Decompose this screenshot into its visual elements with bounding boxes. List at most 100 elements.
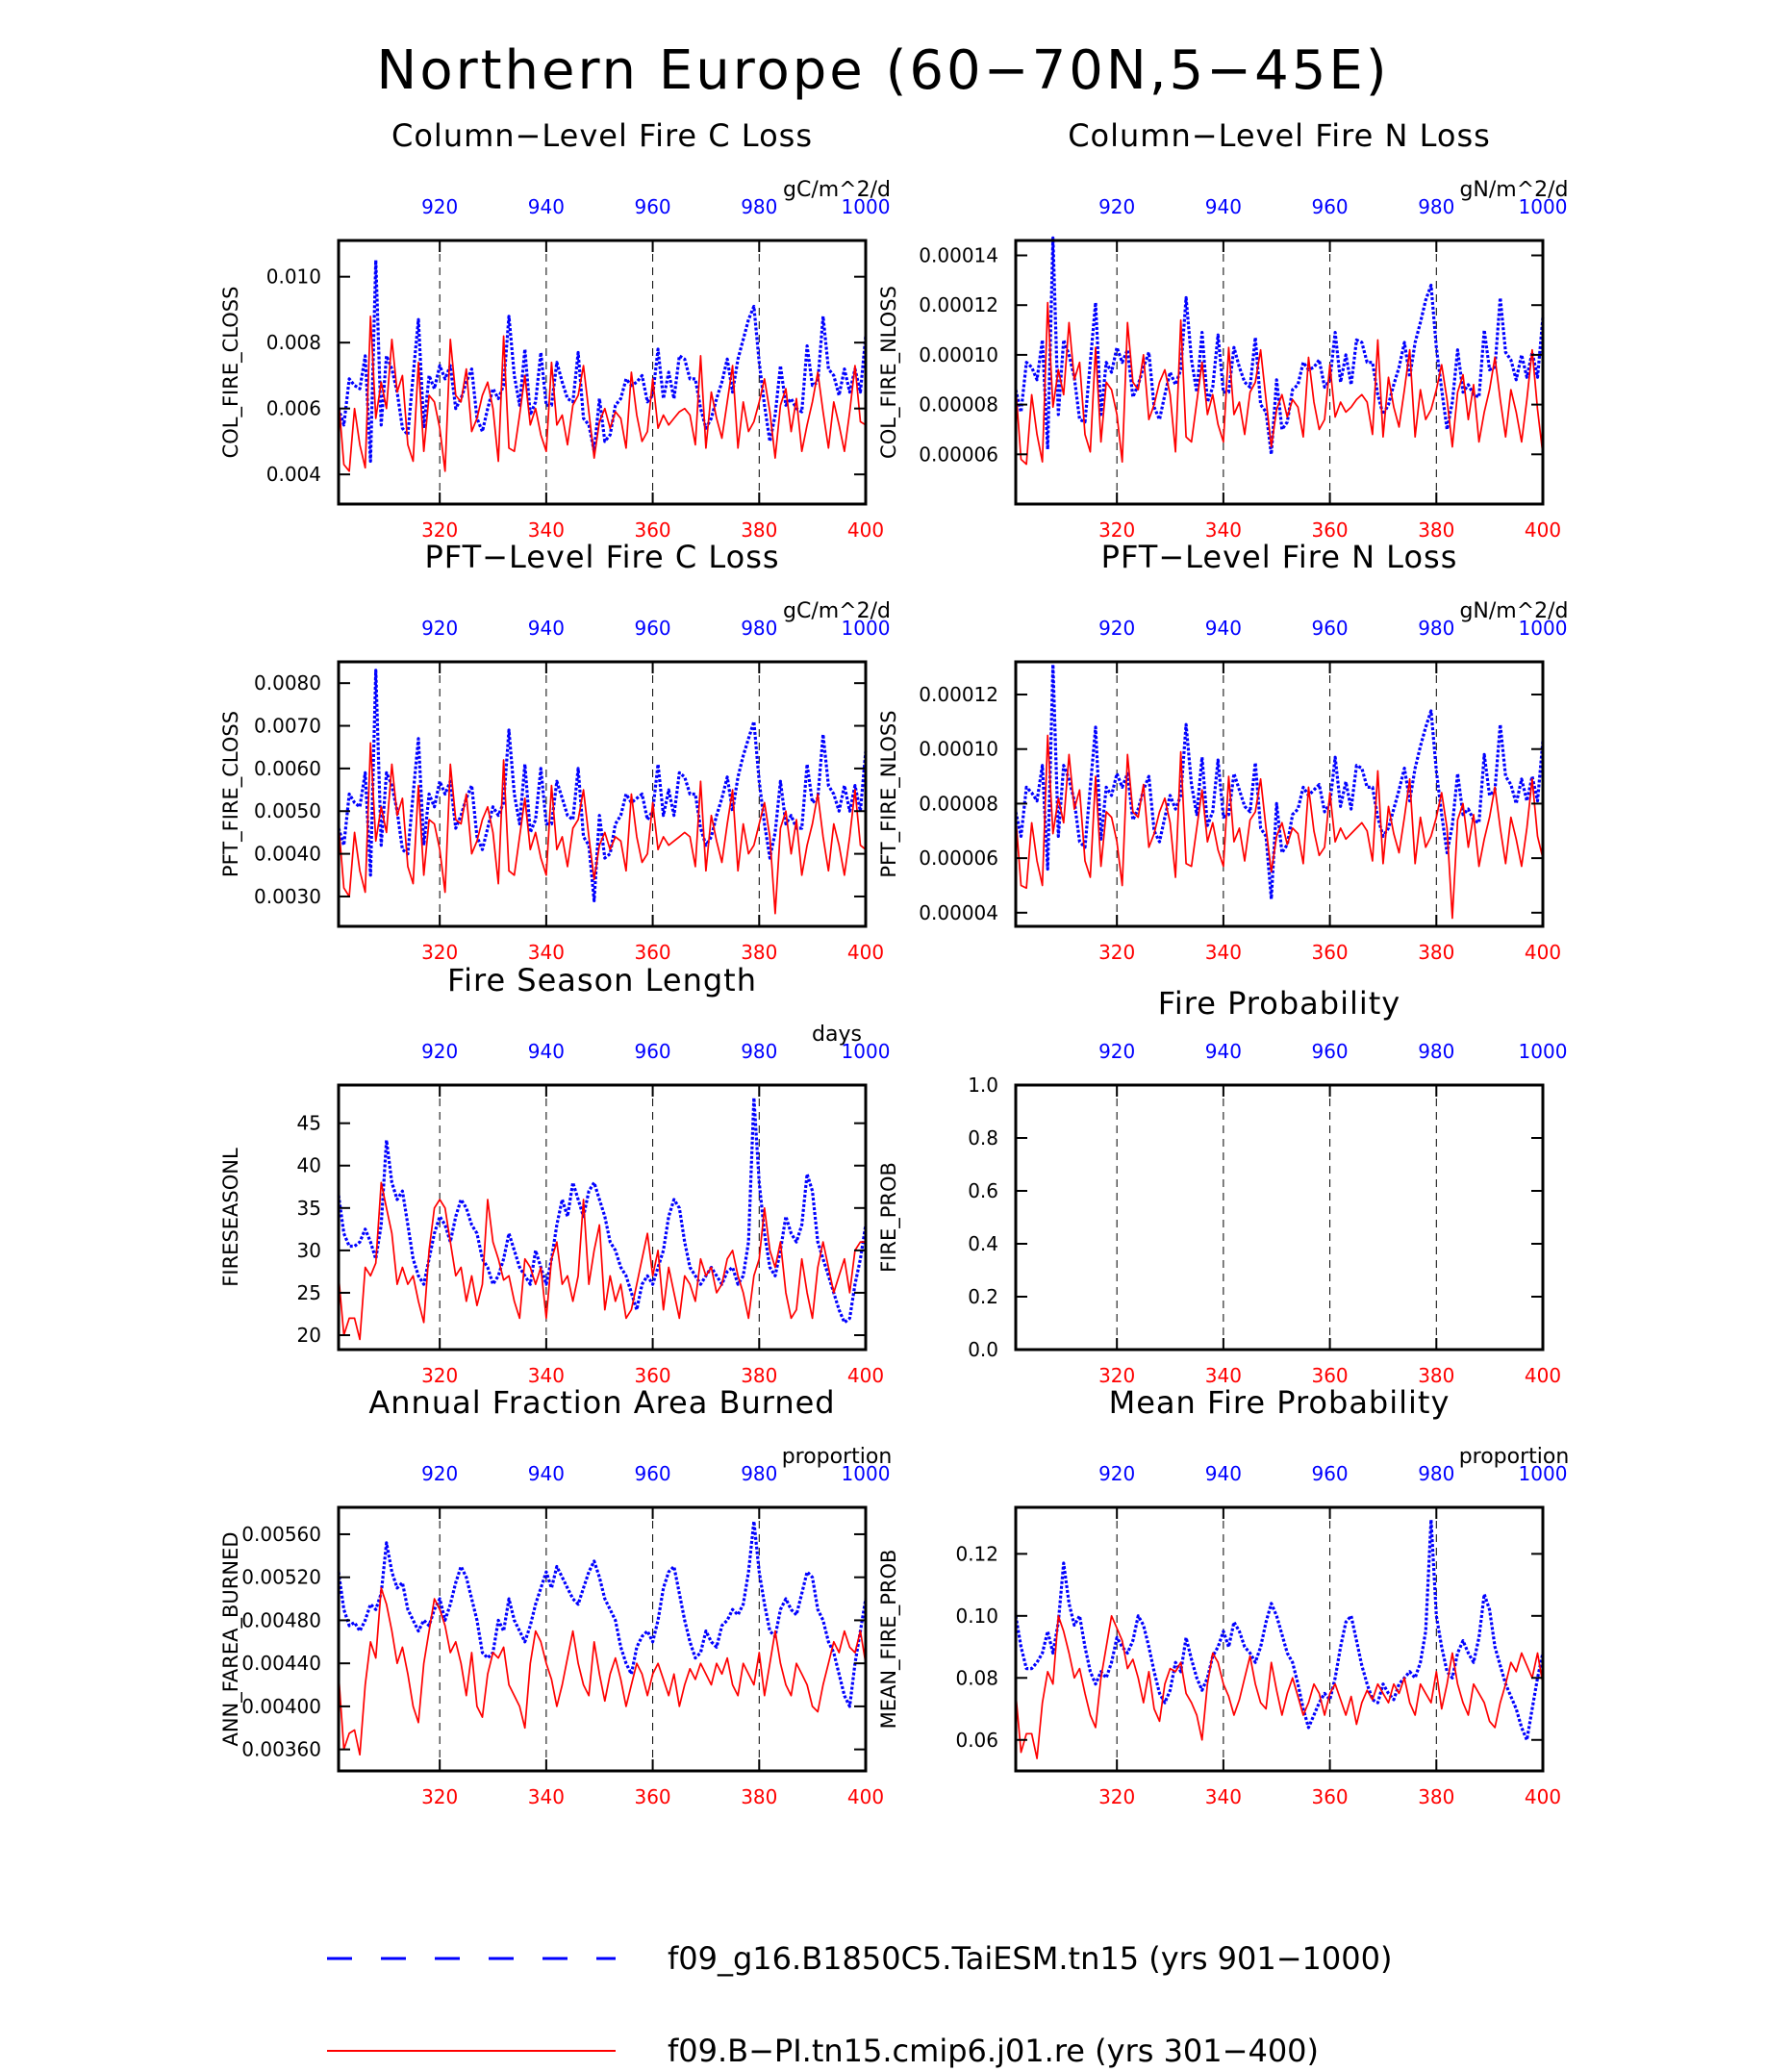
x-top-tick-label: 920 [1098, 195, 1135, 218]
series-line-red [1015, 1614, 1544, 1759]
panel-title: Column−Level Fire C Loss [391, 117, 813, 154]
y-tick-label: 0.8 [968, 1126, 998, 1150]
x-bottom-tick-label: 380 [741, 941, 777, 964]
series-line-red [1015, 301, 1544, 466]
x-bottom-tick-label: 400 [847, 1364, 884, 1387]
panel-title: Column−Level Fire N Loss [1068, 117, 1491, 154]
y-tick-label: 0.2 [968, 1285, 998, 1308]
series-line-red [338, 1587, 867, 1756]
y-tick-label: 0.6 [968, 1179, 998, 1202]
y-tick-label: 0.10 [955, 1605, 998, 1628]
x-bottom-tick-label: 340 [528, 1364, 565, 1387]
x-top-tick-label: 980 [741, 195, 777, 218]
x-bottom-tick-label: 360 [1311, 1364, 1348, 1387]
y-tick-label: 30 [297, 1239, 321, 1262]
panel-units: proportion [782, 1445, 893, 1469]
panel-units: gC/m^2/d [783, 178, 891, 202]
y-tick-label: 0.00480 [241, 1608, 321, 1631]
chart-panel-5: Fire Season Length days 20 25 30 35 40 45 FIRESE… [219, 962, 890, 1387]
series-line-blue [337, 1096, 868, 1325]
x-bottom-tick-label: 340 [1205, 941, 1242, 964]
x-top-tick-label: 960 [634, 1040, 670, 1063]
x-top-tick-label: 920 [1098, 1040, 1135, 1063]
x-top-tick-label: 980 [741, 1040, 777, 1063]
x-top-tick-label: 940 [528, 1462, 565, 1485]
y-tick-label: 1.0 [968, 1074, 998, 1097]
x-bottom-tick-label: 320 [421, 1364, 458, 1387]
x-top-tick-label: 920 [421, 195, 458, 218]
x-top-tick-label: 920 [1098, 617, 1135, 640]
x-bottom-tick-label: 360 [1311, 1785, 1348, 1808]
y-tick-label: 0.0080 [254, 671, 321, 695]
x-bottom-tick-label: 400 [1525, 941, 1561, 964]
y-tick-label: 0.0070 [254, 715, 321, 738]
y-tick-label: 0.0060 [254, 757, 321, 780]
y-tick-label: 0.0 [968, 1338, 998, 1361]
x-bottom-tick-label: 360 [634, 941, 670, 964]
x-bottom-tick-label: 340 [528, 941, 565, 964]
x-top-tick-label: 980 [741, 1462, 777, 1485]
series-line-blue [1014, 1518, 1545, 1742]
x-bottom-tick-label: 340 [528, 1785, 565, 1808]
x-top-tick-label: 920 [421, 617, 458, 640]
plot-frame [1014, 239, 1545, 506]
x-bottom-tick-label: 320 [421, 1785, 458, 1808]
y-tick-label: 0.00440 [241, 1652, 321, 1675]
y-tick-label: 35 [297, 1197, 321, 1220]
panel-units: gC/m^2/d [783, 599, 891, 623]
y-tick-label: 0.00006 [919, 846, 998, 870]
panel-title: Annual Fraction Area Burned [368, 1384, 835, 1421]
panel-title: PFT−Level Fire N Loss [1101, 539, 1458, 575]
x-bottom-tick-label: 400 [847, 941, 884, 964]
x-bottom-tick-label: 380 [1418, 941, 1454, 964]
x-bottom-tick-label: 340 [1205, 1364, 1242, 1387]
x-bottom-tick-label: 320 [1098, 518, 1135, 542]
panel-title: Fire Probability [1158, 985, 1400, 1022]
y-axis-label: FIRE_PROB [877, 1162, 901, 1273]
x-top-tick-label: 1000 [842, 617, 891, 640]
y-tick-label: 20 [297, 1324, 321, 1347]
panel-units: proportion [1459, 1445, 1570, 1469]
y-tick-label: 0.00400 [241, 1695, 321, 1718]
y-tick-label: 0.00560 [241, 1523, 321, 1546]
y-tick-label: 0.00014 [919, 244, 998, 267]
y-tick-label: 0.00010 [919, 738, 998, 761]
x-top-tick-label: 940 [1205, 1040, 1242, 1063]
y-axis-label: PFT_FIRE_CLOSS [219, 711, 243, 877]
chart-panel-2: Column−Level Fire N Loss gN/m^2/d 0.00006 0… [877, 117, 1569, 542]
legend-label-red: f09.B−PI.tn15.cmip6.j01.re (yrs 301−400) [668, 2033, 1319, 2069]
chart-panel-1: Column−Level Fire C Loss gC/m^2/d 0.004 0.0… [219, 117, 891, 542]
x-bottom-tick-label: 400 [847, 1785, 884, 1808]
x-top-tick-label: 1000 [842, 195, 891, 218]
y-tick-label: 40 [297, 1154, 321, 1177]
y-axis-label: COL_FIRE_NLOSS [877, 286, 901, 459]
x-top-tick-label: 1000 [1519, 195, 1568, 218]
y-tick-label: 0.08 [955, 1666, 998, 1689]
x-bottom-tick-label: 400 [847, 518, 884, 542]
series-line-blue [337, 258, 868, 464]
plot-frame [1014, 1083, 1545, 1352]
x-top-tick-label: 1000 [1519, 617, 1568, 640]
figure-title: Northern Europe (60−70N,5−45E) [376, 39, 1389, 102]
y-tick-label: 0.0050 [254, 799, 321, 822]
y-tick-label: 0.00008 [919, 393, 998, 417]
y-axis-label: MEAN_FIRE_PROB [877, 1550, 901, 1730]
plot-frame [337, 1083, 868, 1352]
y-tick-label: 0.00012 [919, 683, 998, 706]
x-top-tick-label: 960 [1311, 195, 1348, 218]
y-tick-label: 0.12 [955, 1542, 998, 1565]
panel-units: days [812, 1023, 862, 1047]
plot-frame [337, 1505, 868, 1773]
series-line-red [338, 1181, 866, 1341]
chart-panel-6: Fire Probability 0.0 0.2 0.4 0.6 0.8 1.0 FIRE_P… [877, 985, 1567, 1387]
x-top-tick-label: 940 [1205, 617, 1242, 640]
x-bottom-tick-label: 340 [1205, 1785, 1242, 1808]
x-top-tick-label: 980 [1418, 195, 1454, 218]
y-tick-label: 0.004 [266, 463, 321, 486]
series-line-red [338, 315, 867, 472]
series-line-blue [337, 669, 868, 903]
x-top-tick-label: 960 [634, 1462, 670, 1485]
y-tick-label: 0.00010 [919, 343, 998, 366]
